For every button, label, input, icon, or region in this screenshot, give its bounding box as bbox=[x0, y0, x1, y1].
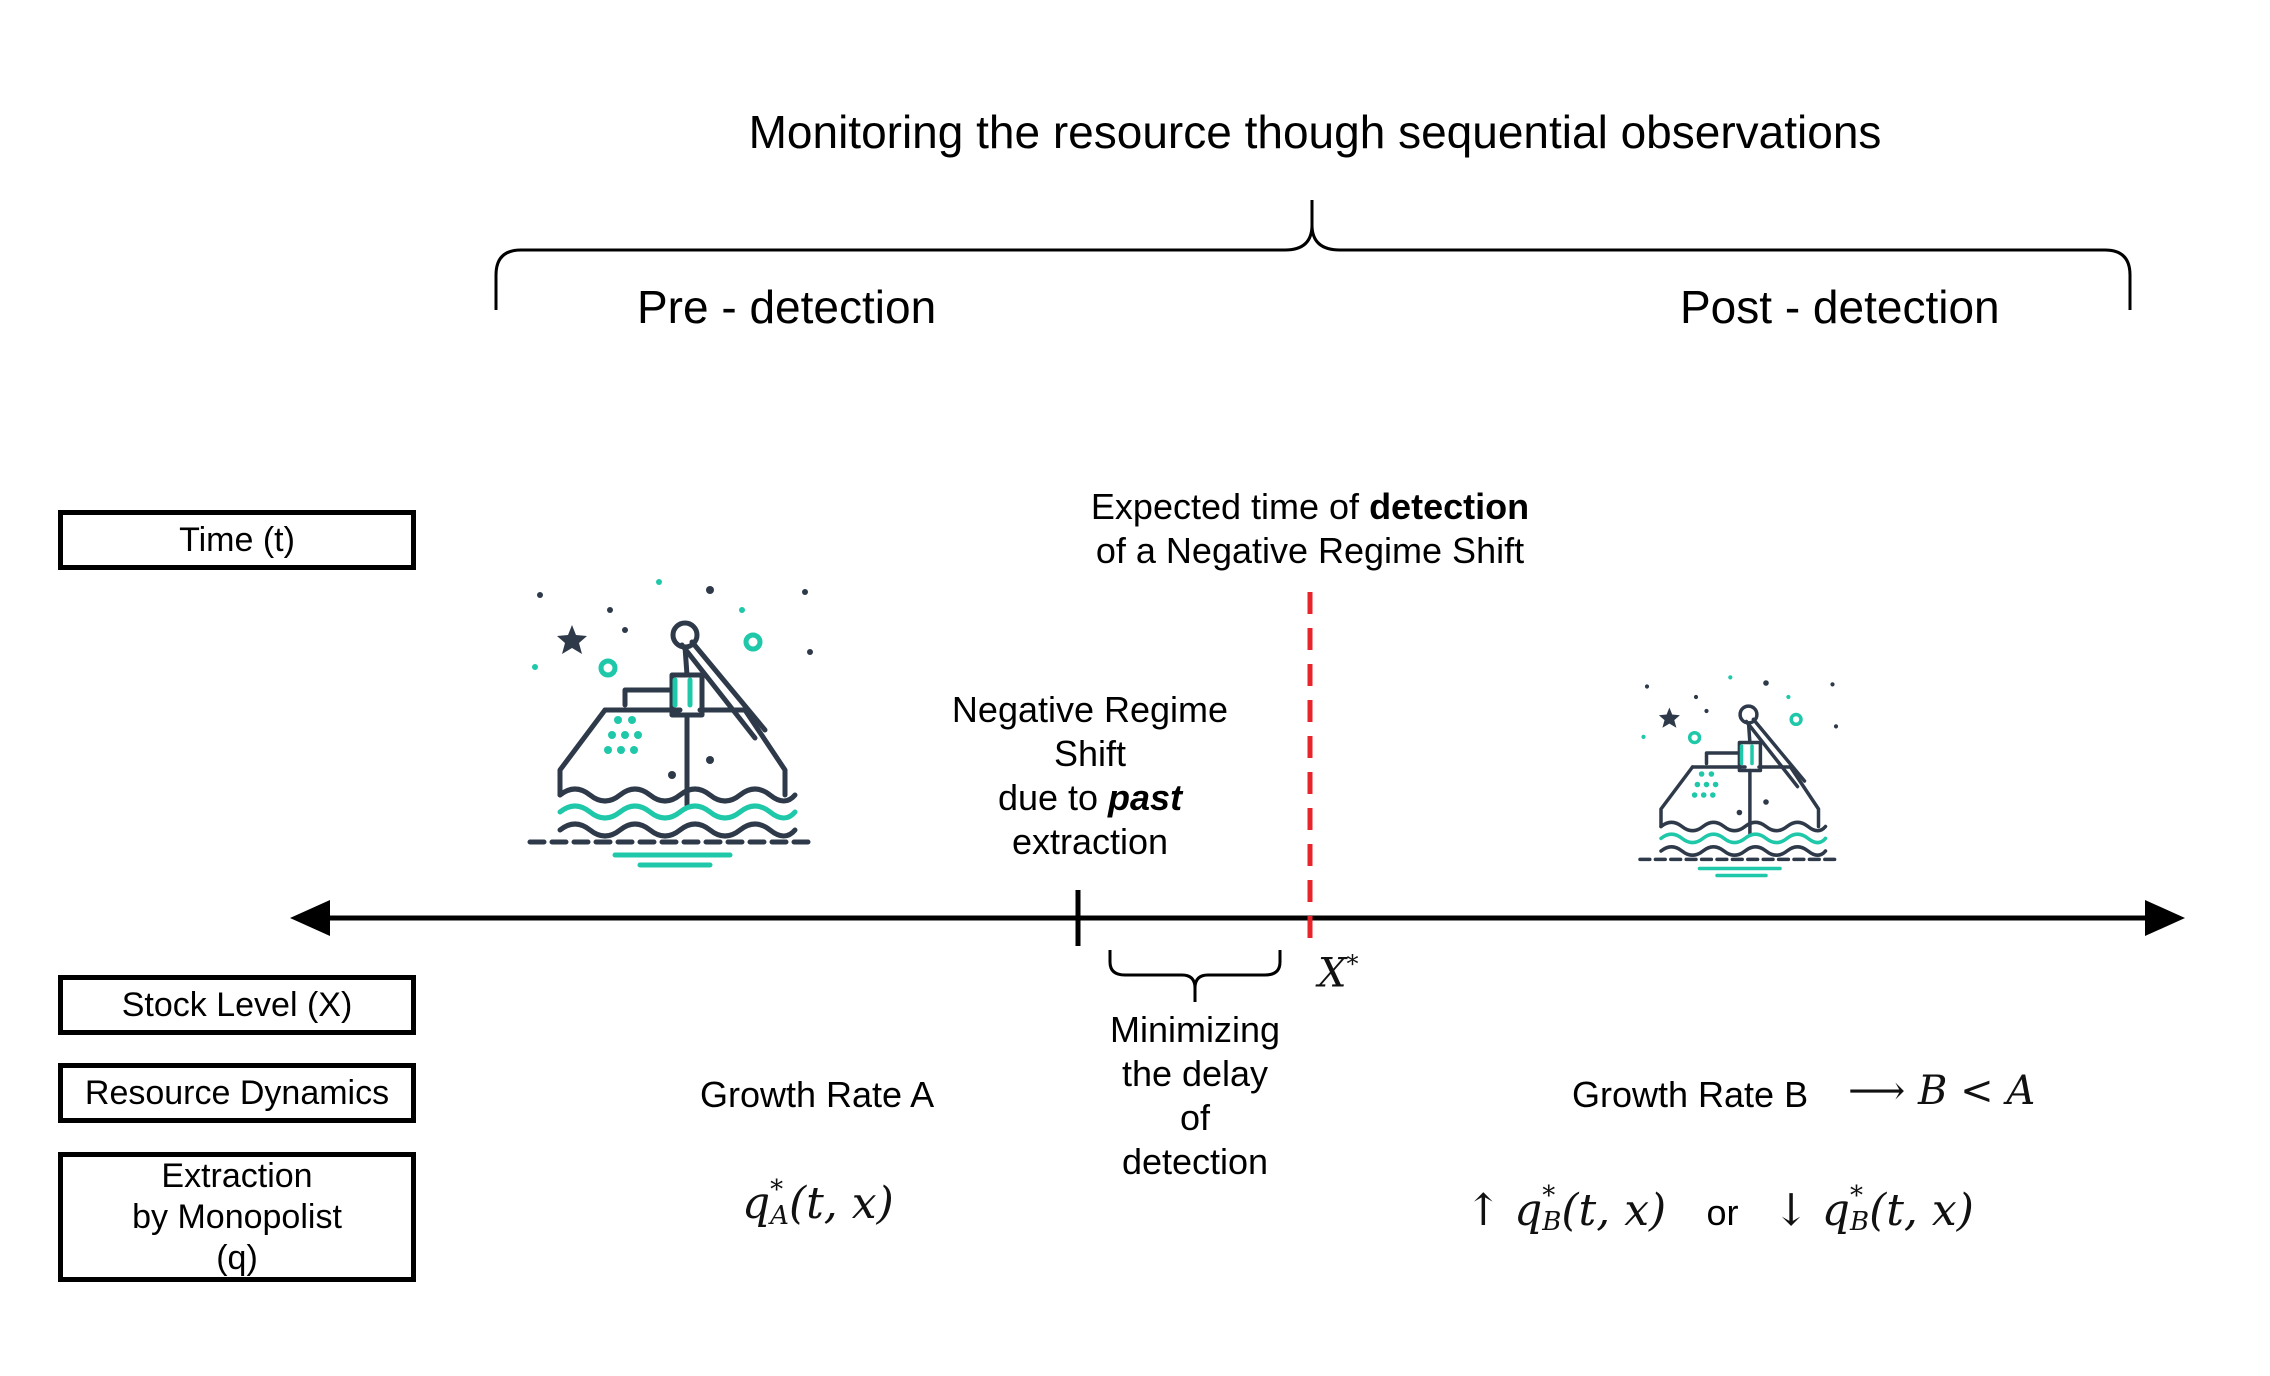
growth-relation: ⟶ B < A bbox=[1848, 1068, 2036, 1114]
growth-rate-b: Growth Rate B bbox=[1572, 1074, 1809, 1115]
row-label-extraction-line1: Extraction bbox=[161, 1156, 313, 1195]
post-detection-label: Post - detection bbox=[1680, 281, 2000, 333]
delay-line4: detection bbox=[1121, 1141, 1269, 1182]
delay-line1: Minimizing bbox=[1109, 1009, 1281, 1050]
delay-brace bbox=[1108, 950, 1282, 1002]
detection-annotation: Expected time of detection of a Negative… bbox=[1040, 485, 1580, 573]
regime-shift-line2: Shift bbox=[1053, 733, 1127, 774]
down-arrow-icon: ↓ bbox=[1772, 1185, 1810, 1236]
phase-brace bbox=[494, 200, 2132, 310]
axis-arrow-left bbox=[290, 900, 330, 936]
row-label-stock-text: Stock Level (X) bbox=[121, 985, 353, 1024]
extraction-formula-b: ↑ q * B (t, x) or ↓ q * B (t, x) bbox=[1465, 1181, 1974, 1238]
regime-shift-line3: due to past bbox=[997, 777, 1183, 818]
water-pump-icon bbox=[1638, 675, 1842, 878]
pre-detection-label: Pre - detection bbox=[637, 281, 937, 333]
row-label-time: Time (t) bbox=[58, 510, 416, 570]
detection-annotation-line2: of a Negative Regime Shift bbox=[1095, 530, 1525, 571]
extraction-formula-a: q * A (t, x) bbox=[742, 1174, 894, 1231]
delay-line2: the delay bbox=[1121, 1053, 1269, 1094]
water-pump-icon bbox=[527, 579, 818, 868]
regime-shift-line4: extraction bbox=[1011, 821, 1169, 862]
or-label: or bbox=[1706, 1192, 1739, 1233]
threshold-label: X* bbox=[1318, 950, 1359, 997]
row-label-dynamics-text: Resource Dynamics bbox=[84, 1073, 390, 1112]
delay-annotation: Minimizing the delay of detection bbox=[1060, 1008, 1330, 1184]
row-label-stock: Stock Level (X) bbox=[58, 975, 416, 1035]
growth-rate-a: Growth Rate A bbox=[700, 1074, 935, 1115]
row-label-time-text: Time (t) bbox=[179, 520, 295, 559]
delay-line3: of bbox=[1179, 1097, 1211, 1138]
regime-shift-line1: Negative Regime bbox=[951, 689, 1229, 730]
axis-arrow-right bbox=[2145, 900, 2185, 936]
row-label-extraction: Extraction by Monopolist (q) bbox=[58, 1152, 416, 1282]
diagram-title: Monitoring the resource though sequentia… bbox=[748, 106, 1882, 158]
row-label-extraction-line3: (q) bbox=[216, 1238, 258, 1277]
detection-annotation-line1: Expected time of detection bbox=[1090, 486, 1530, 527]
up-arrow-icon: ↑ bbox=[1465, 1185, 1502, 1236]
regime-shift-annotation: Negative Regime Shift due to past extrac… bbox=[900, 688, 1280, 864]
row-label-dynamics: Resource Dynamics bbox=[58, 1063, 416, 1123]
row-label-extraction-line2: by Monopolist bbox=[132, 1197, 342, 1236]
